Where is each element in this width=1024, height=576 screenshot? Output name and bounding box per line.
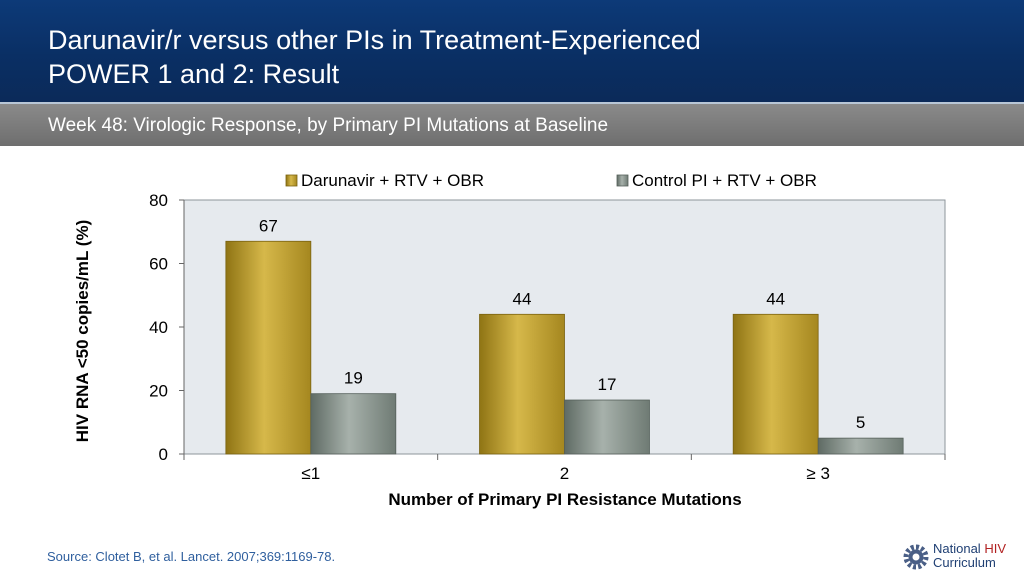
- data-label: 44: [513, 289, 532, 308]
- subtitle-bar: Week 48: Virologic Response, by Primary …: [0, 102, 1024, 146]
- x-tick-label: ≥ 3: [806, 464, 830, 483]
- gear-icon: [903, 544, 929, 570]
- bar-series1-1: [225, 240, 312, 455]
- bar-series1-3: [732, 313, 819, 455]
- x-tick-label: 2: [560, 464, 569, 483]
- x-tick-label: ≤1: [301, 464, 320, 483]
- legend-swatch-series2: [616, 174, 629, 187]
- legend-swatch-series1: [285, 174, 298, 187]
- logo-word-curriculum: Curriculum: [933, 555, 996, 570]
- bar-series2-2: [564, 399, 650, 455]
- data-label: 5: [856, 413, 865, 432]
- slide-subtitle: Week 48: Virologic Response, by Primary …: [48, 115, 609, 136]
- source-citation: Source: Clotet B, et al. Lancet. 2007;36…: [47, 549, 336, 564]
- y-tick-label: 20: [149, 382, 168, 401]
- y-tick-label: 60: [149, 255, 168, 274]
- logo-word-national: National: [933, 541, 981, 556]
- logo-wordmark: National HIV Curriculum: [933, 542, 1006, 570]
- logo-word-hiv: HIV: [984, 541, 1006, 556]
- bar-chart: 0 20 40 60 80 ≤1 2 ≥ 3 67 44 44 19 17 5 Darunavir + …: [73, 171, 946, 509]
- y-axis-title: HIV RNA <50 copies/mL (%): [73, 220, 92, 442]
- slide-title-line1: Darunavir/r versus other PIs in Treatmen…: [48, 25, 701, 55]
- data-label: 19: [344, 369, 363, 388]
- bar-series2-1: [310, 393, 397, 455]
- data-label: 17: [598, 375, 617, 394]
- legend-label: Control PI + RTV + OBR: [632, 171, 817, 190]
- bar-series1-2: [479, 313, 565, 455]
- y-tick-label: 80: [149, 191, 168, 210]
- data-label: 44: [766, 289, 785, 308]
- legend-label: Darunavir + RTV + OBR: [301, 171, 484, 190]
- x-axis-title: Number of Primary PI Resistance Mutation…: [388, 490, 741, 509]
- data-label: 67: [259, 216, 278, 235]
- slide-title-line2: POWER 1 and 2: Result: [48, 59, 340, 89]
- national-hiv-curriculum-logo: National HIV Curriculum: [902, 541, 1020, 573]
- y-tick-label: 40: [149, 318, 168, 337]
- y-tick-label: 0: [159, 445, 168, 464]
- bar-series2-3: [817, 437, 904, 455]
- title-bar: Darunavir/r versus other PIs in Treatmen…: [0, 0, 1024, 102]
